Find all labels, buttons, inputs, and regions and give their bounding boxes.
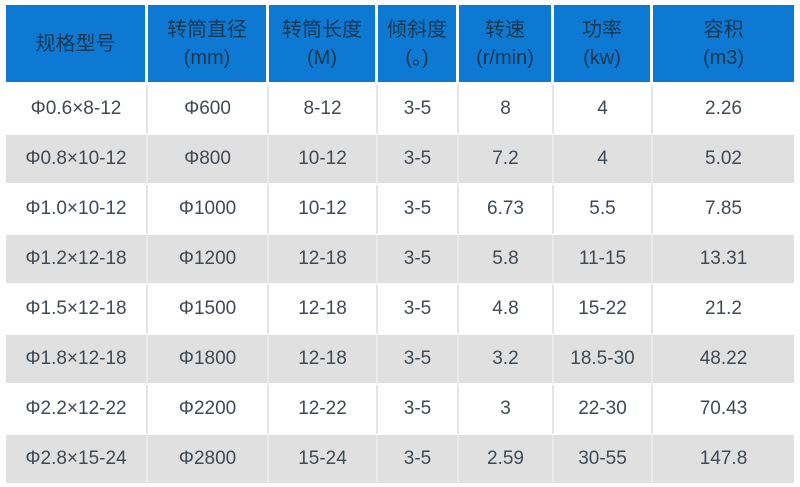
cell-rotation-speed: 7.2 xyxy=(459,135,554,185)
table-row: Φ0.6×8-12 Φ600 8-12 3-5 8 4 2.26 xyxy=(6,85,794,135)
cell-inclination: 3-5 xyxy=(378,135,459,185)
cell-volume: 2.26 xyxy=(653,85,794,135)
header-row: 规格型号 转筒直径 (mm) 转筒长度 (M) 倾斜度 (。) 转速 (r xyxy=(6,5,794,85)
header-cell-inclination: 倾斜度 (。) xyxy=(378,5,459,85)
cell-volume: 5.02 xyxy=(653,135,794,185)
cell-model: Φ1.5×12-18 xyxy=(6,285,148,335)
column-unit: (r/min) xyxy=(476,46,534,69)
column-label: 规格型号 xyxy=(35,32,116,55)
cell-drum-length: 12-18 xyxy=(269,335,378,385)
cell-drum-length: 10-12 xyxy=(269,185,378,235)
cell-drum-diameter: Φ1800 xyxy=(148,335,269,385)
cell-model: Φ2.2×12-22 xyxy=(6,385,148,435)
cell-drum-length: 12-18 xyxy=(269,285,378,335)
cell-model: Φ2.8×15-24 xyxy=(6,435,148,485)
header-cell-drum-length: 转筒长度 (M) xyxy=(269,5,378,85)
table-row: Φ1.2×12-18 Φ1200 12-18 3-5 5.8 11-15 13.… xyxy=(6,235,794,285)
cell-model: Φ0.6×8-12 xyxy=(6,85,148,135)
column-unit: (kw) xyxy=(583,46,621,69)
cell-inclination: 3-5 xyxy=(378,285,459,335)
cell-inclination: 3-5 xyxy=(378,335,459,385)
column-label: 容积 xyxy=(703,18,744,41)
cell-power: 4 xyxy=(554,85,653,135)
cell-power: 15-22 xyxy=(554,285,653,335)
cell-rotation-speed: 5.8 xyxy=(459,235,554,285)
table-row: Φ2.8×15-24 Φ2800 15-24 3-5 2.59 30-55 14… xyxy=(6,435,794,485)
column-label: 转速 xyxy=(485,18,525,41)
cell-inclination: 3-5 xyxy=(378,435,459,485)
cell-volume: 21.2 xyxy=(653,285,794,335)
cell-rotation-speed: 2.59 xyxy=(459,435,554,485)
cell-rotation-speed: 6.73 xyxy=(459,185,554,235)
cell-volume: 70.43 xyxy=(653,385,794,435)
cell-volume: 7.85 xyxy=(653,185,794,235)
cell-power: 5.5 xyxy=(554,185,653,235)
cell-drum-diameter: Φ1500 xyxy=(148,285,269,335)
table-row: Φ2.2×12-22 Φ2200 12-22 3-5 3 22-30 70.43 xyxy=(6,385,794,435)
cell-power: 18.5-30 xyxy=(554,335,653,385)
cell-drum-diameter: Φ2800 xyxy=(148,435,269,485)
table-row: Φ0.8×10-12 Φ800 10-12 3-5 7.2 4 5.02 xyxy=(6,135,794,185)
cell-volume: 13.31 xyxy=(653,235,794,285)
cell-model: Φ1.2×12-18 xyxy=(6,235,148,285)
cell-power: 11-15 xyxy=(554,235,653,285)
table-row: Φ1.0×10-12 Φ1000 10-12 3-5 6.73 5.5 7.85 xyxy=(6,185,794,235)
column-label: 功率 xyxy=(582,18,622,41)
cell-power: 30-55 xyxy=(554,435,653,485)
cell-inclination: 3-5 xyxy=(378,85,459,135)
cell-model: Φ1.0×10-12 xyxy=(6,185,148,235)
table-header: 规格型号 转筒直径 (mm) 转筒长度 (M) 倾斜度 (。) 转速 (r xyxy=(6,5,794,85)
cell-model: Φ1.8×12-18 xyxy=(6,335,148,385)
column-unit: (mm) xyxy=(183,46,231,69)
cell-rotation-speed: 3 xyxy=(459,385,554,435)
cell-inclination: 3-5 xyxy=(378,185,459,235)
cell-drum-diameter: Φ1200 xyxy=(148,235,269,285)
column-label: 转筒直径 xyxy=(167,18,247,41)
cell-drum-length: 8-12 xyxy=(269,85,378,135)
cell-power: 22-30 xyxy=(554,385,653,435)
column-unit: (。) xyxy=(405,46,429,69)
cell-inclination: 3-5 xyxy=(378,385,459,435)
cell-drum-length: 12-22 xyxy=(269,385,378,435)
cell-drum-length: 15-24 xyxy=(269,435,378,485)
cell-power: 4 xyxy=(554,135,653,185)
cell-drum-diameter: Φ1000 xyxy=(148,185,269,235)
cell-volume: 147.8 xyxy=(653,435,794,485)
header-cell-model: 规格型号 xyxy=(6,5,148,85)
header-cell-power: 功率 (kw) xyxy=(554,5,653,85)
cell-inclination: 3-5 xyxy=(378,235,459,285)
drum-spec-table: 规格型号 转筒直径 (mm) 转筒长度 (M) 倾斜度 (。) 转速 (r xyxy=(6,5,794,485)
cell-drum-diameter: Φ600 xyxy=(148,85,269,135)
header-cell-volume: 容积 (m3) xyxy=(653,5,794,85)
table-row: Φ1.5×12-18 Φ1500 12-18 3-5 4.8 15-22 21.… xyxy=(6,285,794,335)
cell-volume: 48.22 xyxy=(653,335,794,385)
column-label: 倾斜度 xyxy=(387,18,447,41)
column-unit: (m3) xyxy=(702,46,745,69)
cell-drum-length: 10-12 xyxy=(269,135,378,185)
cell-rotation-speed: 4.8 xyxy=(459,285,554,335)
cell-drum-diameter: Φ2200 xyxy=(148,385,269,435)
cell-model: Φ0.8×10-12 xyxy=(6,135,148,185)
column-label: 转筒长度 xyxy=(282,18,362,41)
header-cell-drum-diameter: 转筒直径 (mm) xyxy=(148,5,269,85)
cell-rotation-speed: 8 xyxy=(459,85,554,135)
cell-drum-diameter: Φ800 xyxy=(148,135,269,185)
cell-rotation-speed: 3.2 xyxy=(459,335,554,385)
column-unit: (M) xyxy=(307,46,337,69)
table-row: Φ1.8×12-18 Φ1800 12-18 3-5 3.2 18.5-30 4… xyxy=(6,335,794,385)
header-cell-rotation-speed: 转速 (r/min) xyxy=(459,5,554,85)
table-body: Φ0.6×8-12 Φ600 8-12 3-5 8 4 2.26 Φ0.8×10… xyxy=(6,85,794,485)
cell-drum-length: 12-18 xyxy=(269,235,378,285)
